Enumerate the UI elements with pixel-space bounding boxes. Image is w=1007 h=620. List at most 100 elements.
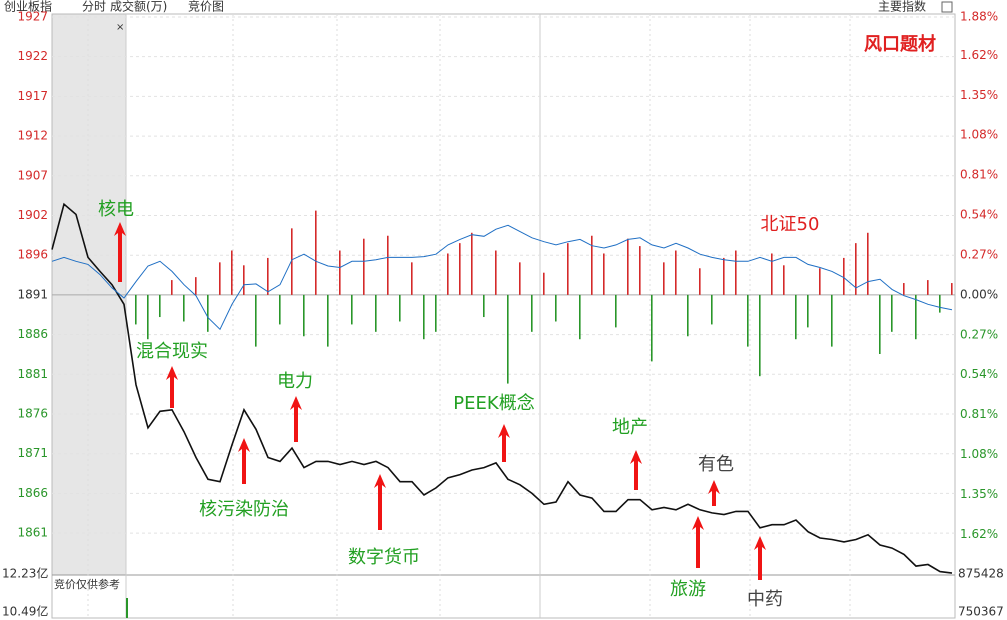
bar <box>855 243 857 295</box>
y2-tick-label: 0.54% <box>960 208 998 222</box>
bar <box>879 294 881 354</box>
bar <box>363 238 365 295</box>
y-tick-label: 1866 <box>17 486 48 500</box>
y2-tick-label: 1.08% <box>960 447 998 461</box>
arrow <box>692 516 704 568</box>
y-tick-label: 1861 <box>17 526 48 540</box>
bar <box>831 294 833 347</box>
mode: 分时 <box>82 0 106 14</box>
bar <box>531 294 533 332</box>
y-tick-label: 1907 <box>17 168 48 182</box>
bar <box>927 280 929 295</box>
y2-tick-label: 0.00% <box>960 287 998 301</box>
bar <box>663 262 665 295</box>
arrow <box>290 396 302 442</box>
annotation: 核电 <box>98 199 134 220</box>
bar <box>759 294 761 377</box>
frame <box>51 13 956 619</box>
bar <box>699 268 701 295</box>
bar <box>255 294 257 347</box>
y-tick-label: 1896 <box>17 248 48 262</box>
bar <box>555 294 557 322</box>
toggle-icon[interactable] <box>941 1 953 13</box>
y-tick-label: 1881 <box>17 367 48 381</box>
bar <box>591 235 593 295</box>
bar <box>519 262 521 295</box>
bar <box>747 294 749 347</box>
y2-tick-label: 0.54% <box>960 367 998 381</box>
y2-tick-label: 1.35% <box>960 88 998 102</box>
arrow <box>754 536 766 580</box>
bar <box>339 250 341 295</box>
bar <box>735 250 737 295</box>
bar <box>219 262 221 295</box>
annotation: 北证50 <box>761 214 820 235</box>
bar <box>783 265 785 295</box>
bar <box>231 250 233 295</box>
arrow <box>238 438 250 484</box>
bar <box>243 265 245 295</box>
bar <box>303 294 305 337</box>
bar <box>651 294 653 362</box>
v-grid <box>87 14 851 618</box>
arrow <box>114 222 126 282</box>
bar <box>495 250 497 295</box>
auction: 竞价图 <box>188 0 224 14</box>
bar <box>675 250 677 295</box>
y2-tick-label: 1.62% <box>960 527 998 541</box>
bar <box>315 210 317 295</box>
bar <box>843 257 845 295</box>
bar <box>543 272 545 295</box>
bar <box>939 294 941 313</box>
annotation: 电力 <box>277 371 313 392</box>
bar <box>399 294 401 322</box>
y-tick-label: 1876 <box>17 406 48 420</box>
main-index-button[interactable]: 主要指数 <box>878 0 926 14</box>
annotation: 混合现实 <box>136 341 208 362</box>
bar <box>471 232 473 295</box>
y-tick-label: 1886 <box>17 327 48 341</box>
header: 创业板指 分时 成交额(万) 竞价图 主要指数 <box>4 0 953 14</box>
bar <box>171 280 173 295</box>
volume-label: 12.23亿 <box>2 566 48 581</box>
bar <box>207 294 209 332</box>
bar <box>459 243 461 295</box>
close-icon[interactable]: × <box>116 22 124 33</box>
bar <box>603 253 605 295</box>
annotation: 风口题材 <box>864 33 936 55</box>
annotation: 中药 <box>747 589 783 610</box>
bar <box>795 294 797 340</box>
bar <box>891 294 893 332</box>
bar <box>903 283 905 295</box>
bar <box>639 246 641 295</box>
arrow <box>374 474 386 530</box>
y-tick-label: 1871 <box>17 446 48 460</box>
bar <box>267 257 269 295</box>
bar <box>711 294 713 325</box>
bar <box>435 294 437 332</box>
y-tick-label: 1917 <box>17 89 48 103</box>
bar <box>387 235 389 295</box>
series-line <box>51 224 953 331</box>
bar <box>279 294 281 325</box>
bar <box>411 262 413 295</box>
bar <box>327 294 329 347</box>
series-line <box>51 202 953 574</box>
auction-volume <box>126 598 128 618</box>
bar <box>447 253 449 295</box>
bar <box>183 294 185 322</box>
y2-tick-label: 0.81% <box>960 168 998 182</box>
bar <box>771 253 773 295</box>
arrow <box>708 480 720 506</box>
y-tick-label: 1902 <box>17 208 48 222</box>
annotation: 数字货币 <box>348 547 420 568</box>
annotation: 有色 <box>698 454 734 475</box>
annotation: 旅游 <box>670 579 706 600</box>
bar <box>615 294 617 328</box>
y-tick-label: 1927 <box>17 9 48 23</box>
y2-tick-label: 1.88% <box>960 9 998 23</box>
bar <box>483 294 485 318</box>
y2-tick-label: 0.27% <box>960 327 998 341</box>
amount: 成交额(万) <box>110 0 167 14</box>
